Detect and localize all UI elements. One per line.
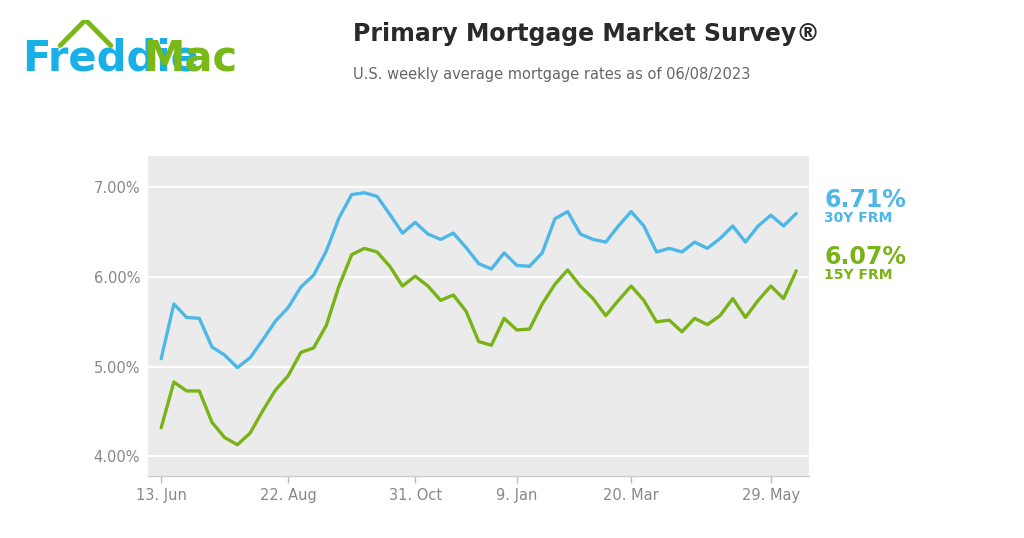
Text: U.S. weekly average mortgage rates as of 06/08/2023: U.S. weekly average mortgage rates as of… — [353, 67, 751, 82]
Text: 15Y FRM: 15Y FRM — [824, 268, 893, 282]
Text: Mac: Mac — [143, 38, 238, 80]
Text: Freddie: Freddie — [23, 38, 200, 80]
Text: 30Y FRM: 30Y FRM — [824, 211, 893, 225]
Text: Primary Mortgage Market Survey®: Primary Mortgage Market Survey® — [353, 22, 820, 46]
Text: 6.07%: 6.07% — [824, 245, 906, 270]
Text: 6.71%: 6.71% — [824, 188, 906, 212]
